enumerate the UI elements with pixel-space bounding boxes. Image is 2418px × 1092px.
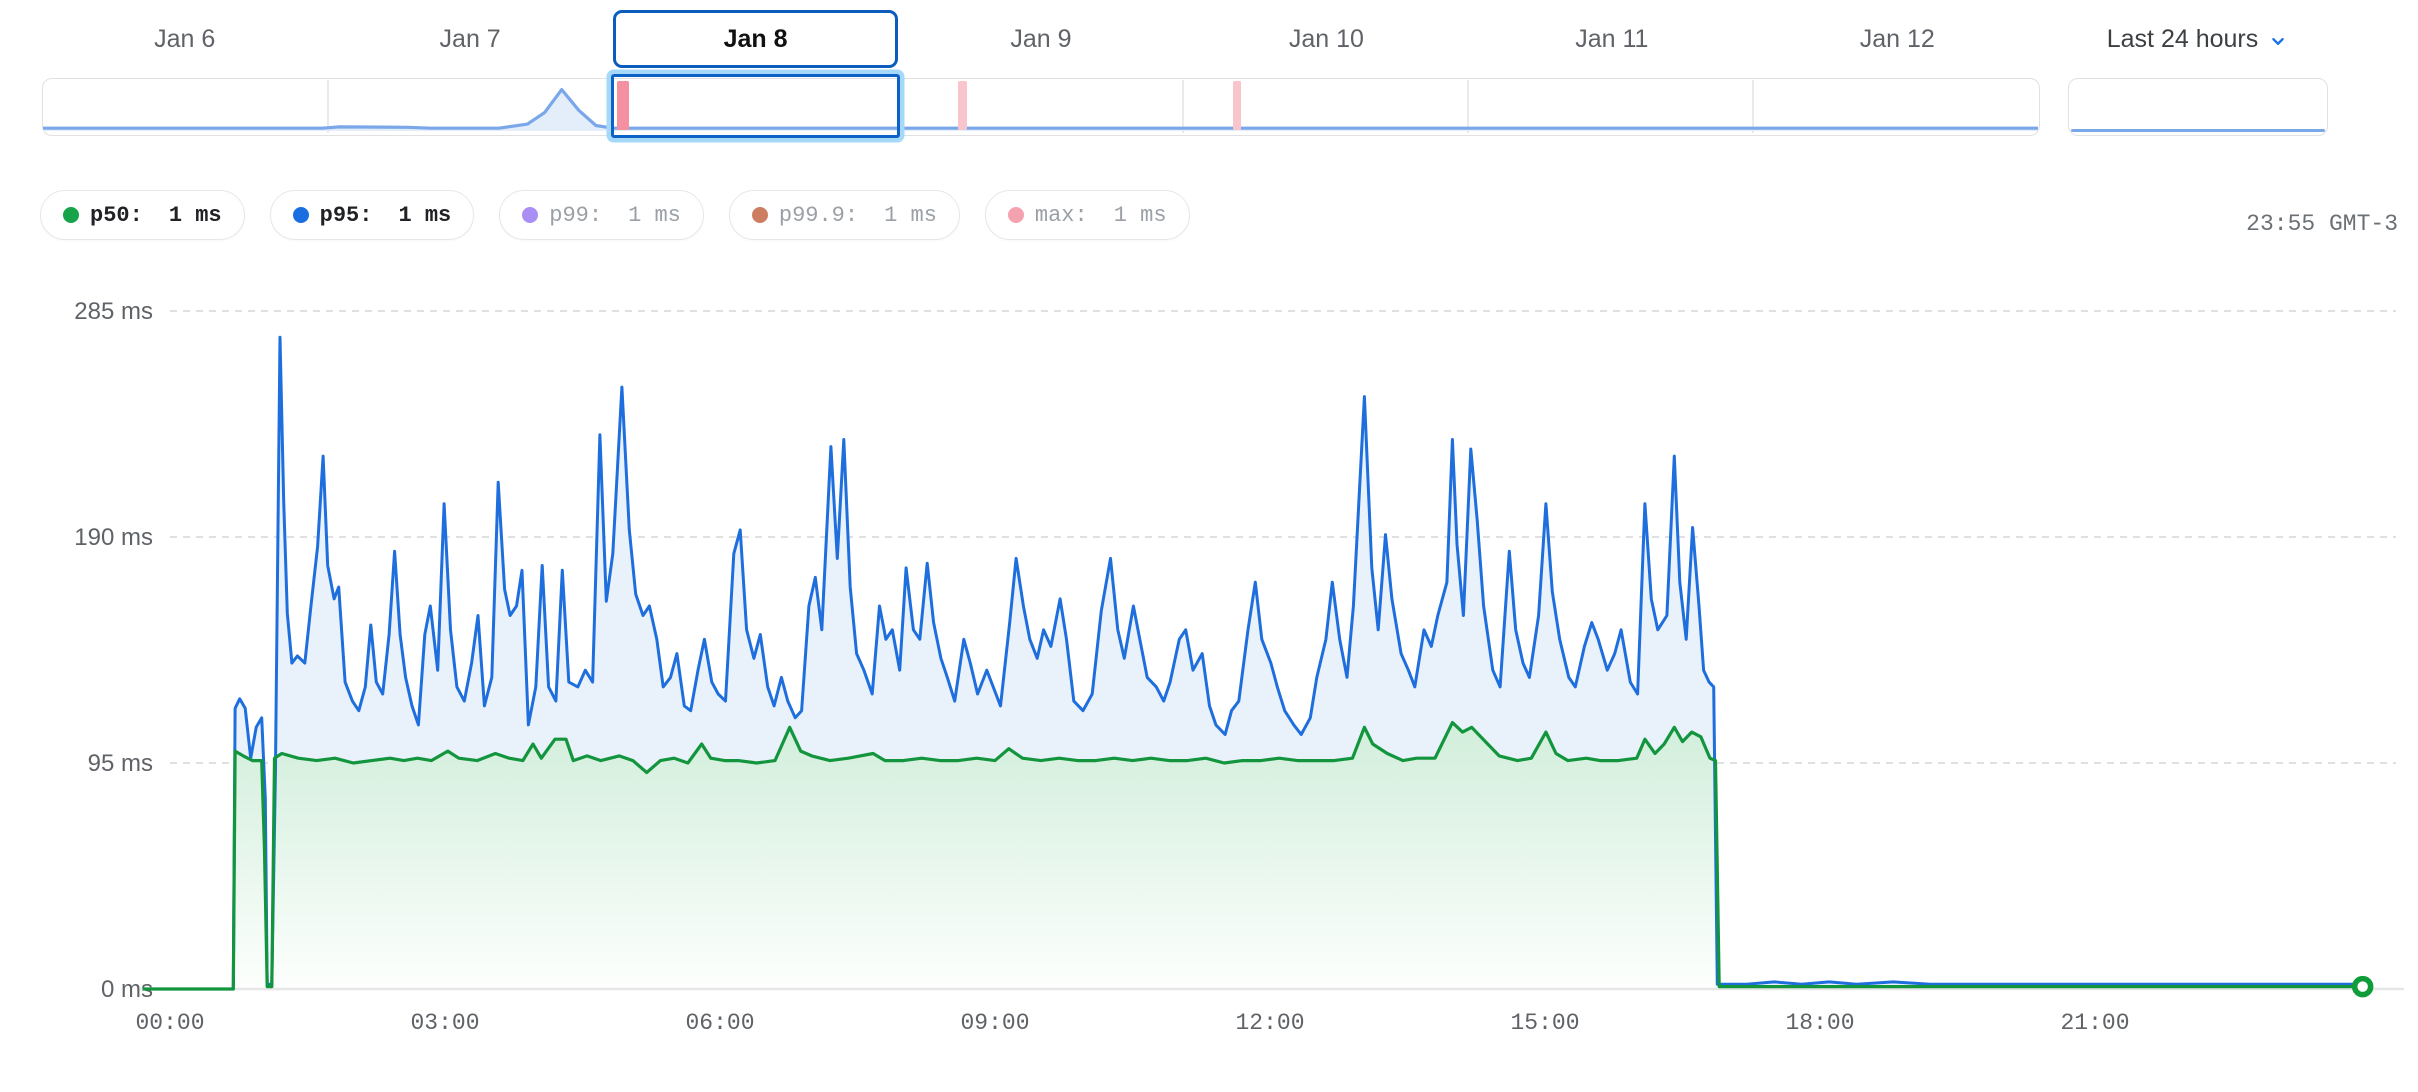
y-axis-tick: 190 ms [74, 524, 153, 551]
legend-label: max: [1034, 202, 1088, 228]
legend-p95[interactable]: p95: 1 ms [269, 190, 475, 240]
y-axis-tick: 95 ms [88, 750, 153, 777]
sparkline-fill [43, 89, 2038, 131]
legend-label: p50: [90, 202, 143, 228]
tab-jan-7[interactable]: Jan 7 [439, 24, 501, 53]
tab-jan-9[interactable]: Jan 9 [1010, 24, 1072, 53]
legend-dot-icon [292, 207, 309, 223]
legend: p50: 1 ms p95: 1 ms p99: 1 ms p99.9: 1 ms max: 1 … [40, 190, 1190, 240]
tab-jan-8[interactable]: Jan 8 [612, 10, 899, 68]
legend-dot-icon [751, 207, 768, 223]
sparkline-line [43, 88, 2038, 130]
x-axis-tick: 18:00 [1785, 1010, 1854, 1036]
clock: 23:55 GMT-3 [2246, 211, 2398, 237]
legend-p99[interactable]: p99: 1 ms [499, 190, 704, 240]
legend-dot-icon [522, 207, 539, 223]
incident-marker [1233, 81, 1242, 130]
legend-p50[interactable]: p50: 1 ms [40, 190, 245, 240]
last-24h-minimap[interactable] [2068, 78, 2328, 136]
legend-dot-icon [63, 207, 79, 223]
chevron-down-icon [2272, 37, 2285, 45]
x-axis-tick: 09:00 [960, 1010, 1029, 1036]
tab-jan-12[interactable]: Jan 12 [1859, 24, 1935, 53]
x-axis-tick: 03:00 [410, 1010, 479, 1036]
legend-label: p95: [319, 202, 373, 228]
y-axis-tick: 285 ms [74, 298, 153, 325]
tab-jan-11[interactable]: Jan 11 [1575, 24, 1649, 53]
p50-line [142, 721, 2363, 991]
x-axis-tick: 15:00 [1510, 1010, 1579, 1036]
legend-dot-icon [1007, 207, 1024, 223]
p95-line [142, 335, 2363, 991]
legend-label: p99: [549, 202, 603, 228]
p50-endpoint-dot [2351, 975, 2374, 998]
timeline-minimap[interactable] [42, 78, 2040, 136]
range-selector-label: Last 24 hours [2106, 24, 2259, 53]
minimap-24h-sparkline [2071, 128, 2325, 132]
legend-value: 1 ms [1113, 202, 1167, 228]
x-axis-tick: 00:00 [135, 1010, 204, 1036]
legend-max[interactable]: max: 1 ms [984, 190, 1190, 240]
tab-jan-10[interactable]: Jan 10 [1288, 24, 1364, 53]
p50-area [142, 722, 2363, 989]
incident-marker [617, 81, 630, 130]
legend-value: 1 ms [398, 202, 452, 228]
legend-p999[interactable]: p99.9: 1 ms [728, 190, 960, 240]
legend-label: p99.9: [778, 202, 859, 228]
range-selector[interactable]: Last 24 hours [2068, 10, 2328, 68]
x-axis-tick: 06:00 [685, 1010, 754, 1036]
tab-jan-6[interactable]: Jan 6 [154, 24, 216, 53]
x-axis-tick: 12:00 [1235, 1010, 1304, 1036]
legend-value: 1 ms [628, 202, 681, 228]
incident-marker [957, 81, 967, 130]
legend-value: 1 ms [168, 202, 222, 228]
x-axis-tick: 21:00 [2060, 1010, 2129, 1036]
legend-value: 1 ms [884, 202, 937, 228]
